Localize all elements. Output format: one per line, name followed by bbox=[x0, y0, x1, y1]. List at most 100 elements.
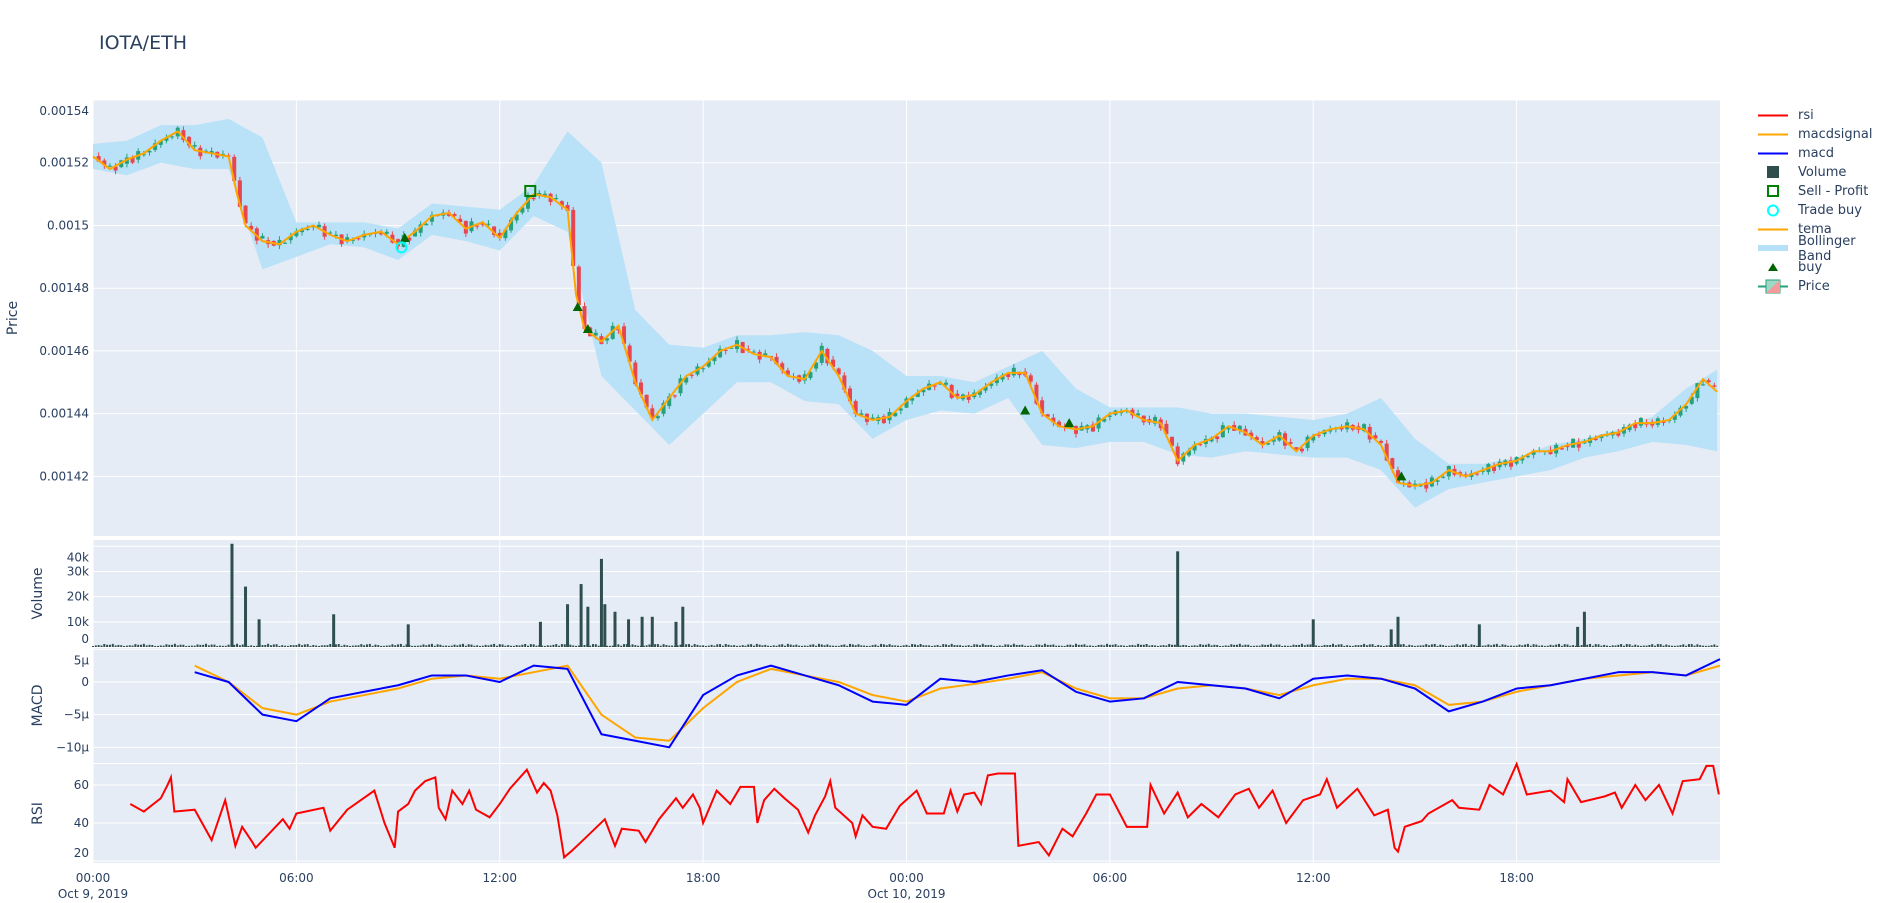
volume-bar bbox=[863, 645, 866, 647]
volume-bar bbox=[470, 644, 473, 647]
volume-bar bbox=[182, 644, 185, 647]
legend-label: macd bbox=[1798, 146, 1835, 161]
candle-body bbox=[1492, 465, 1497, 471]
volume-bar bbox=[422, 644, 425, 647]
macd-y-tick-label: −5µ bbox=[64, 708, 90, 722]
volume-bar bbox=[558, 645, 561, 647]
macd-line bbox=[194, 658, 1721, 749]
legend-item-macd[interactable]: macd bbox=[1756, 144, 1890, 163]
candle-body bbox=[1695, 383, 1700, 399]
legend-item-trade-buy[interactable]: Trade buy bbox=[1756, 201, 1890, 220]
candle-body bbox=[1051, 417, 1056, 423]
volume-bar bbox=[346, 645, 349, 647]
legend-item-sell-profit[interactable]: Sell - Profit bbox=[1756, 182, 1890, 201]
volume-bar bbox=[1134, 645, 1137, 647]
volume-bar bbox=[385, 645, 388, 647]
volume-bar bbox=[1509, 645, 1512, 647]
volume-bar bbox=[360, 644, 363, 647]
volume-bar bbox=[1258, 645, 1261, 647]
volume-bar bbox=[888, 644, 891, 647]
volume-bar bbox=[800, 645, 803, 647]
volume-bar bbox=[526, 645, 529, 647]
price-y-tick-label: 0.00142 bbox=[39, 469, 89, 483]
volume-bar bbox=[284, 645, 287, 647]
volume-bar bbox=[1103, 645, 1106, 647]
volume-bar bbox=[1597, 644, 1600, 647]
volume-bar bbox=[688, 644, 691, 647]
legend-item-tema[interactable]: tema bbox=[1756, 220, 1890, 239]
volume-bar bbox=[334, 644, 337, 647]
rsi-axis-title: RSI bbox=[30, 802, 46, 825]
candle-body bbox=[1475, 473, 1480, 475]
volume-bar bbox=[221, 645, 224, 647]
candle-body bbox=[1627, 424, 1632, 431]
volume-bar bbox=[185, 645, 188, 647]
volume-bar bbox=[1535, 644, 1538, 647]
volume-bar bbox=[1591, 645, 1594, 647]
volume-bar bbox=[456, 645, 459, 647]
volume-bar bbox=[1332, 643, 1335, 647]
volume-bar bbox=[1120, 645, 1123, 647]
candle-body bbox=[638, 382, 643, 395]
legend-item-buy[interactable]: buy bbox=[1756, 258, 1890, 277]
volume-bar bbox=[1213, 644, 1216, 647]
volume-bar bbox=[1235, 644, 1238, 647]
volume-bar bbox=[851, 644, 854, 647]
volume-bar bbox=[613, 611, 617, 647]
line-legend-icon bbox=[1756, 220, 1792, 239]
volume-bar bbox=[406, 624, 410, 647]
buy-marker bbox=[1020, 405, 1031, 415]
volume-bar bbox=[1128, 645, 1131, 647]
volume-bar bbox=[462, 643, 465, 647]
volume-bar bbox=[815, 645, 818, 647]
legend-item-macdsignal[interactable]: macdsignal bbox=[1756, 125, 1890, 144]
legend-item-rsi[interactable]: rsi bbox=[1756, 106, 1890, 125]
volume-bar bbox=[1385, 645, 1388, 647]
volume-bar bbox=[1275, 644, 1278, 647]
candle-body bbox=[661, 402, 666, 414]
volume-bar bbox=[1012, 643, 1015, 647]
volume-bar bbox=[168, 644, 171, 647]
volume-bar bbox=[1518, 644, 1521, 647]
volume-bar bbox=[518, 645, 521, 647]
legend-label: Sell - Profit bbox=[1798, 184, 1869, 199]
volume-bar bbox=[1074, 643, 1077, 647]
legend-item-price[interactable]: Price bbox=[1756, 277, 1890, 296]
candle-body bbox=[622, 326, 627, 344]
volume-bar bbox=[100, 645, 103, 647]
volume-bar bbox=[1648, 644, 1651, 647]
volume-bar bbox=[809, 644, 812, 647]
volume-bar bbox=[343, 644, 346, 647]
volume-bar bbox=[603, 604, 607, 647]
legend-item-volume[interactable]: Volume bbox=[1756, 163, 1890, 182]
volume-bar bbox=[1001, 645, 1004, 647]
volume-bar bbox=[368, 643, 371, 647]
volume-bar bbox=[832, 645, 835, 647]
buy-marker bbox=[582, 323, 593, 333]
candle-body bbox=[356, 238, 361, 240]
legend-item-bollinger-band[interactable]: Bollinger Band bbox=[1756, 234, 1890, 264]
volume-bar bbox=[1046, 644, 1049, 647]
volume-bar bbox=[552, 644, 555, 647]
volume-bar bbox=[1091, 645, 1094, 647]
volume-bar bbox=[1142, 644, 1145, 647]
volume-bar bbox=[159, 645, 162, 647]
volume-bar bbox=[1010, 645, 1013, 647]
volume-bar bbox=[589, 645, 592, 647]
volume-bar bbox=[956, 645, 959, 647]
volume-bar bbox=[1470, 644, 1473, 647]
volume-bar bbox=[1117, 645, 1120, 647]
volume-bar bbox=[1515, 645, 1518, 647]
volume-bar bbox=[238, 645, 241, 647]
volume-bar bbox=[1476, 645, 1479, 647]
volume-bar bbox=[1060, 645, 1063, 647]
candle-body bbox=[808, 372, 813, 378]
volume-bar bbox=[730, 645, 733, 647]
legend-label: rsi bbox=[1798, 108, 1814, 123]
volume-bar bbox=[1439, 644, 1442, 647]
volume-bar bbox=[642, 645, 645, 647]
volume-bar bbox=[1346, 645, 1349, 647]
volume-bar bbox=[820, 644, 823, 647]
candle-body bbox=[819, 345, 824, 363]
